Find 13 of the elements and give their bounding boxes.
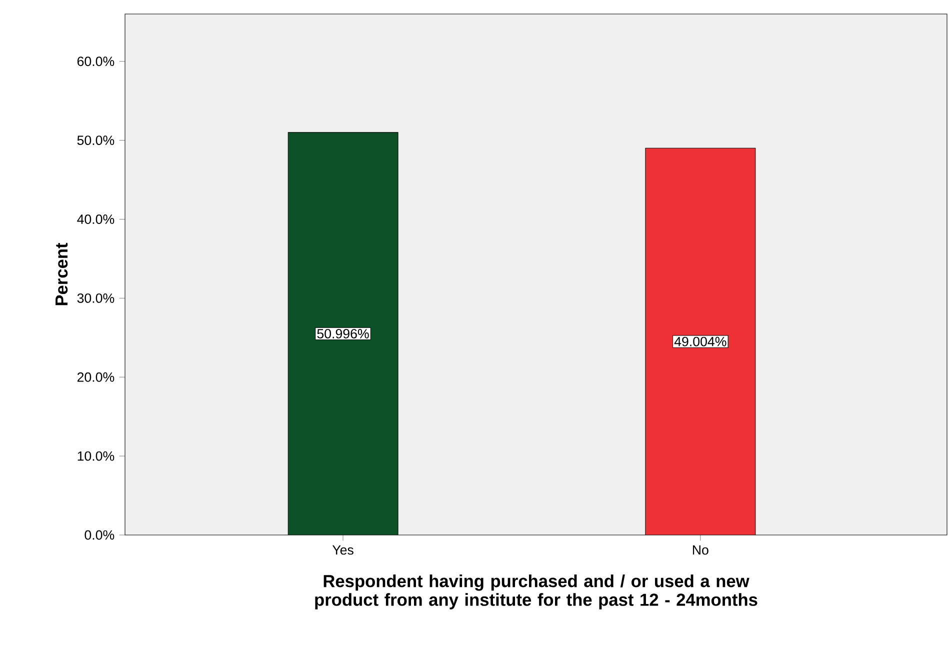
y-tick-label: 40.0% [77,214,114,224]
y-axis-title: Percent [56,242,68,306]
data-label: 50.996% [317,328,369,338]
x-axis-title: Respondent having purchased and / or used a new product from any institute for the past 12 - 24months [315,574,758,610]
x-tick-label: Yes [332,545,354,555]
data-label: 49.004% [674,336,726,346]
y-tick-label: 30.0% [77,293,114,303]
y-tick-label: 50.0% [77,136,114,146]
y-tick-label: 0.0% [84,530,114,540]
y-tick-label: 60.0% [77,56,114,66]
y-tick-label: 10.0% [78,451,114,461]
x-tick-label: No [692,545,708,555]
y-tick-label: 20.0% [77,372,114,382]
